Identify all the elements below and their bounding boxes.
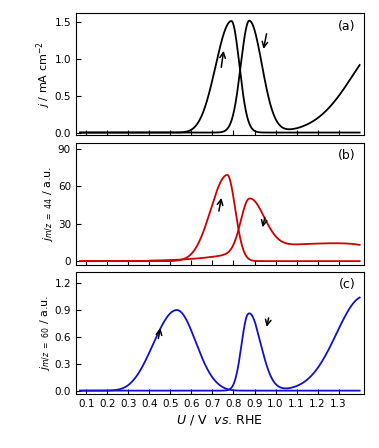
Y-axis label: $j_{m/z\ =\ 44}$ / a.u.: $j_{m/z\ =\ 44}$ / a.u. (42, 166, 56, 242)
Text: (a): (a) (338, 20, 355, 33)
Y-axis label: $j_{m/z\ =\ 60}$ / a.u.: $j_{m/z\ =\ 60}$ / a.u. (39, 295, 53, 371)
X-axis label: $U$ / V  $vs$. RHE: $U$ / V $vs$. RHE (176, 413, 263, 427)
Text: (c): (c) (338, 278, 355, 291)
Y-axis label: $j$ / mA cm$^{-2}$: $j$ / mA cm$^{-2}$ (34, 41, 53, 108)
Text: (b): (b) (338, 149, 355, 162)
